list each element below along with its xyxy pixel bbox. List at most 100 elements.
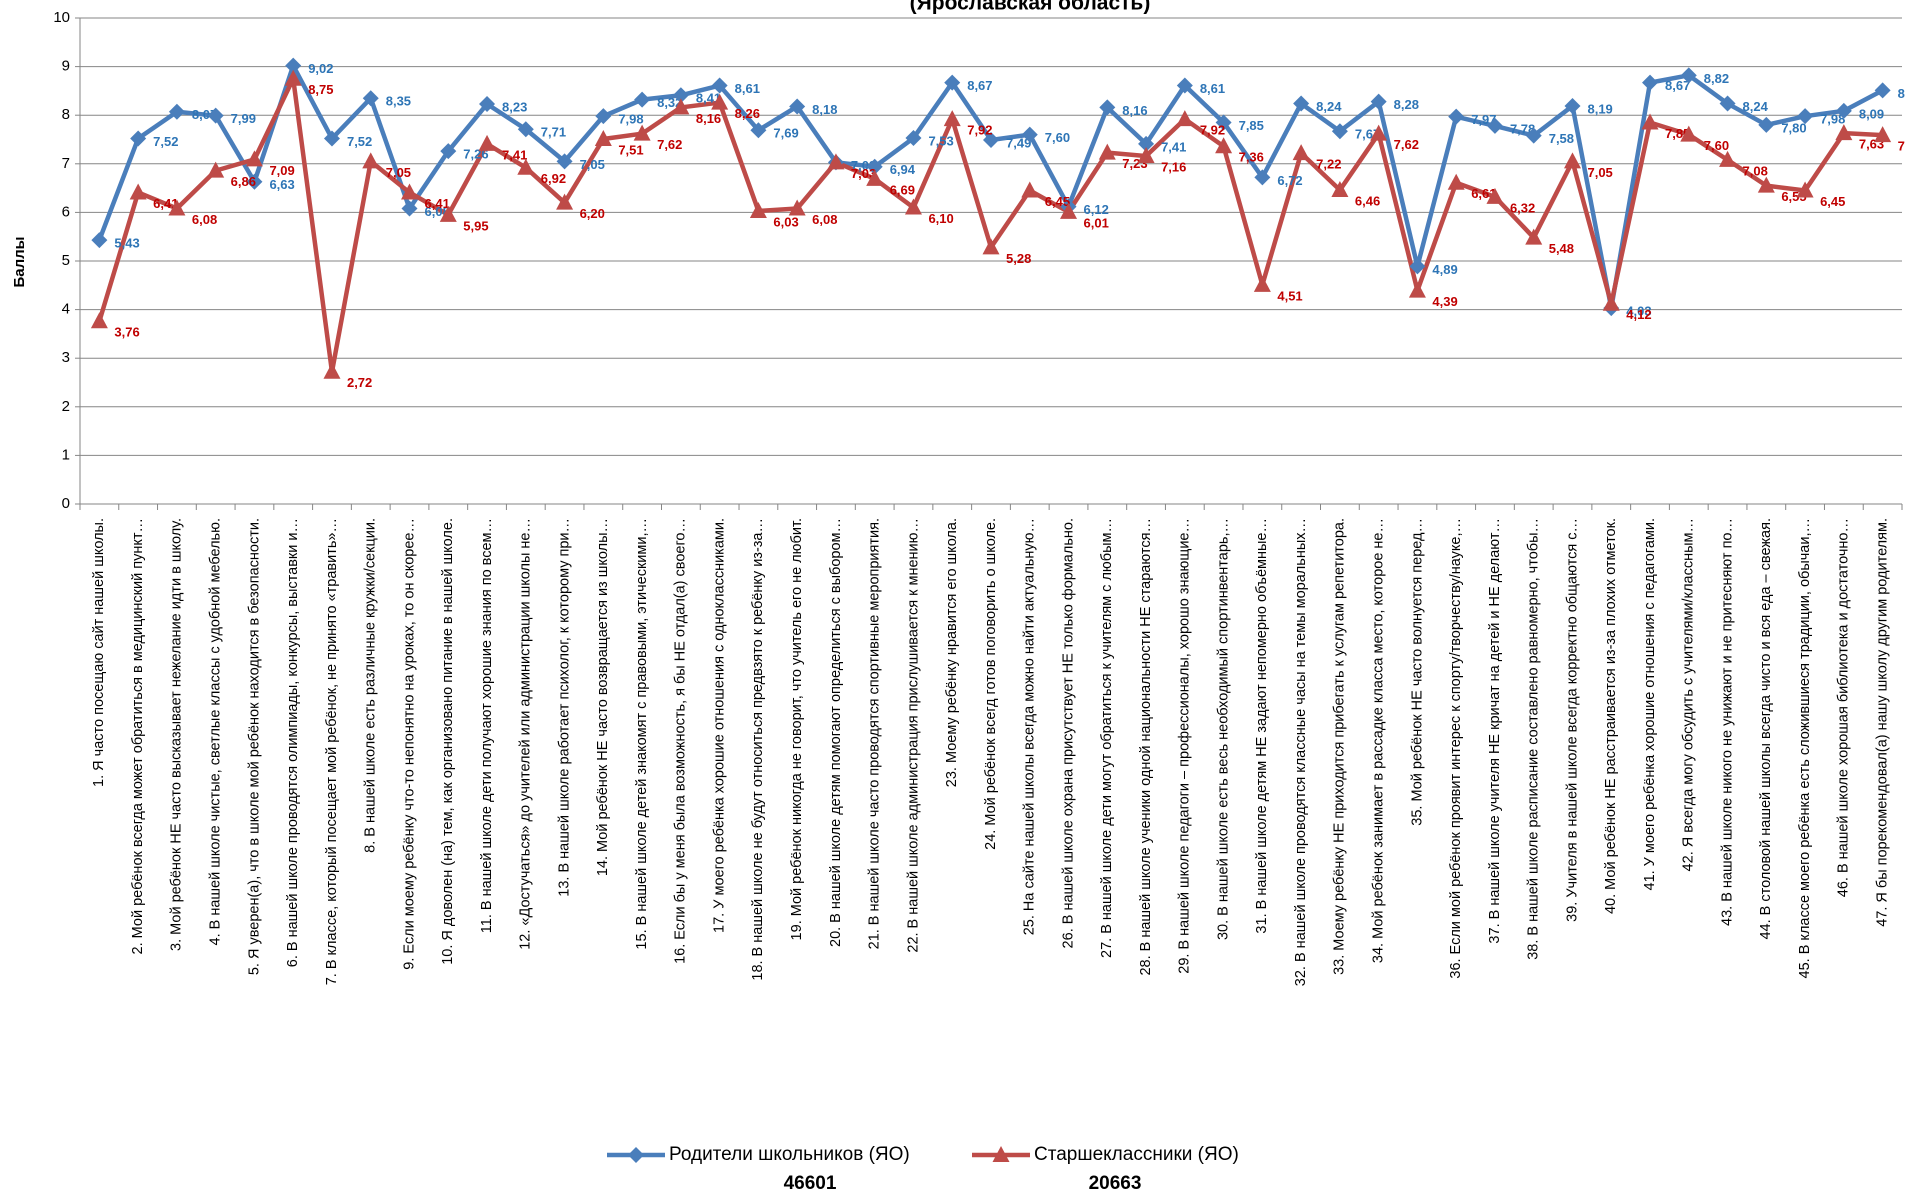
diamond-marker — [1874, 82, 1891, 99]
diamond-marker — [1370, 93, 1387, 110]
x-tick-label: 9. Если моему ребёнку что-то непонятно н… — [401, 518, 417, 970]
diamond-marker — [1331, 123, 1348, 140]
data-label: 7,99 — [231, 111, 256, 126]
diamond-marker — [750, 122, 767, 139]
triangle-marker — [711, 93, 729, 110]
data-label: 7,49 — [1006, 135, 1031, 150]
x-tick-label: 41. У моего ребёнка хорошие отношения с … — [1642, 518, 1658, 891]
data-label: 5,28 — [1006, 251, 1031, 266]
x-tick-label: 32. В нашей школе проводятся классные ча… — [1293, 518, 1309, 986]
x-tick-label: 17. У моего ребёнка хорошие отношения с … — [711, 518, 727, 933]
triangle-marker — [1176, 110, 1194, 127]
x-tick-label: 25. На сайте нашей школы всегда можно на… — [1022, 518, 1038, 935]
triangle-marker — [401, 183, 419, 200]
diamond-marker — [323, 130, 340, 147]
y-tick-label: 5 — [62, 252, 70, 269]
data-label: 8,23 — [502, 99, 527, 114]
diamond-marker — [1138, 135, 1155, 152]
diamond-marker — [1797, 108, 1814, 125]
data-label: 4,39 — [1432, 294, 1457, 309]
data-label: 7,51 — [618, 142, 643, 157]
diamond-marker — [789, 98, 806, 115]
y-tick-label: 10 — [53, 9, 70, 26]
x-tick-label: 15. В нашей школе детей знакомят с право… — [634, 518, 650, 950]
x-tick-label: 24. Мой ребёнок всегд готов поговорить о… — [983, 518, 999, 850]
x-tick-label: 34. Мой ребёнок занимает в рассадке клас… — [1370, 518, 1386, 963]
legend-label: Родители школьников (ЯО) — [669, 1144, 910, 1165]
x-tick-label: 39. Учителя в нашей школе всегда коррект… — [1564, 518, 1580, 922]
data-label: 5,48 — [1549, 241, 1574, 256]
data-label: 6,45 — [1045, 194, 1070, 209]
x-tick-label: 35. Мой ребёнок НЕ часто волнуется перед… — [1409, 518, 1425, 826]
diamond-marker — [1021, 126, 1038, 143]
triangle-marker — [362, 152, 380, 169]
triangle-marker — [90, 312, 108, 329]
y-tick-label: 7 — [62, 155, 70, 172]
data-label: 7,85 — [1239, 118, 1264, 133]
data-label: 3,76 — [114, 325, 139, 340]
data-label: 7,36 — [1239, 150, 1264, 165]
diamond-marker — [1409, 258, 1426, 275]
data-label: 7,60 — [1704, 138, 1729, 153]
triangle-marker — [1641, 113, 1659, 130]
triangle-marker — [1525, 228, 1543, 245]
triangle-marker — [323, 362, 341, 379]
x-tick-label: 2. Мой ребёнок всегда может обратиться в… — [130, 518, 146, 954]
data-label: 8,61 — [735, 81, 760, 96]
x-tick-label: 19. Мой ребёнок никогда не говорит, что … — [789, 518, 805, 940]
diamond-marker — [285, 57, 302, 74]
data-label: 7,41 — [1161, 139, 1186, 154]
legend-label: Старшеклассники (ЯО) — [1034, 1144, 1239, 1165]
diamond-marker — [362, 90, 379, 107]
data-label: 8,28 — [1394, 97, 1419, 112]
data-label: 6,94 — [890, 162, 916, 177]
data-label: 7,16 — [1161, 159, 1186, 174]
data-label: 6,08 — [192, 212, 217, 227]
diamond-marker — [1719, 95, 1736, 112]
diamond-marker — [168, 103, 185, 120]
triangle-marker — [1447, 173, 1465, 190]
data-label: 9,02 — [308, 61, 333, 76]
data-label: 8,75 — [308, 82, 333, 97]
diamond-marker — [1525, 127, 1542, 144]
data-label: 4,03 — [1626, 304, 1651, 319]
data-label: 8,51 — [1898, 86, 1905, 101]
triangle-marker — [1563, 152, 1581, 169]
data-label: 7,05 — [386, 165, 411, 180]
y-tick-label: 1 — [62, 446, 70, 463]
diamond-marker — [866, 158, 883, 175]
diamond-marker — [207, 107, 224, 124]
triangle-marker — [594, 130, 612, 147]
data-label: 6,46 — [1355, 193, 1380, 208]
x-tick-label: 37. В нашей школе учителя НЕ кричат на д… — [1487, 518, 1503, 944]
x-tick-label: 38. В нашей школе расписание составлено … — [1526, 518, 1542, 960]
triangle-marker — [904, 198, 922, 215]
data-label: 7,62 — [657, 137, 682, 152]
data-label: 8,09 — [1859, 106, 1884, 121]
data-label: 7,52 — [347, 134, 372, 149]
data-label: 7,05 — [580, 157, 605, 172]
diamond-marker — [1642, 74, 1659, 91]
data-label: 7,22 — [1316, 157, 1341, 172]
data-label: 4,12 — [1626, 307, 1651, 322]
triangle-marker — [992, 1146, 1010, 1162]
triangle-marker — [1370, 124, 1388, 141]
data-label: 8,82 — [1704, 71, 1729, 86]
triangle-marker — [1021, 181, 1039, 198]
x-tick-label: 4. В нашей школе чистые, светлые классы … — [208, 518, 224, 946]
data-label: 7,53 — [928, 133, 953, 148]
data-label: 8,35 — [386, 94, 411, 109]
y-axis-label: Баллы — [11, 237, 28, 288]
data-label: 6,86 — [231, 174, 256, 189]
y-tick-label: 8 — [62, 106, 70, 123]
diamond-marker — [1293, 95, 1310, 112]
data-label: 6,92 — [541, 171, 566, 186]
data-label: 8,18 — [812, 102, 837, 117]
x-tick-label: 33. Моему ребёнку НЕ приходится прибегат… — [1332, 518, 1348, 975]
data-label: 6,41 — [153, 196, 178, 211]
data-label: 7,71 — [541, 125, 566, 140]
y-tick-label: 0 — [62, 495, 70, 512]
diamond-marker — [983, 131, 999, 148]
diamond-marker — [1215, 114, 1232, 131]
